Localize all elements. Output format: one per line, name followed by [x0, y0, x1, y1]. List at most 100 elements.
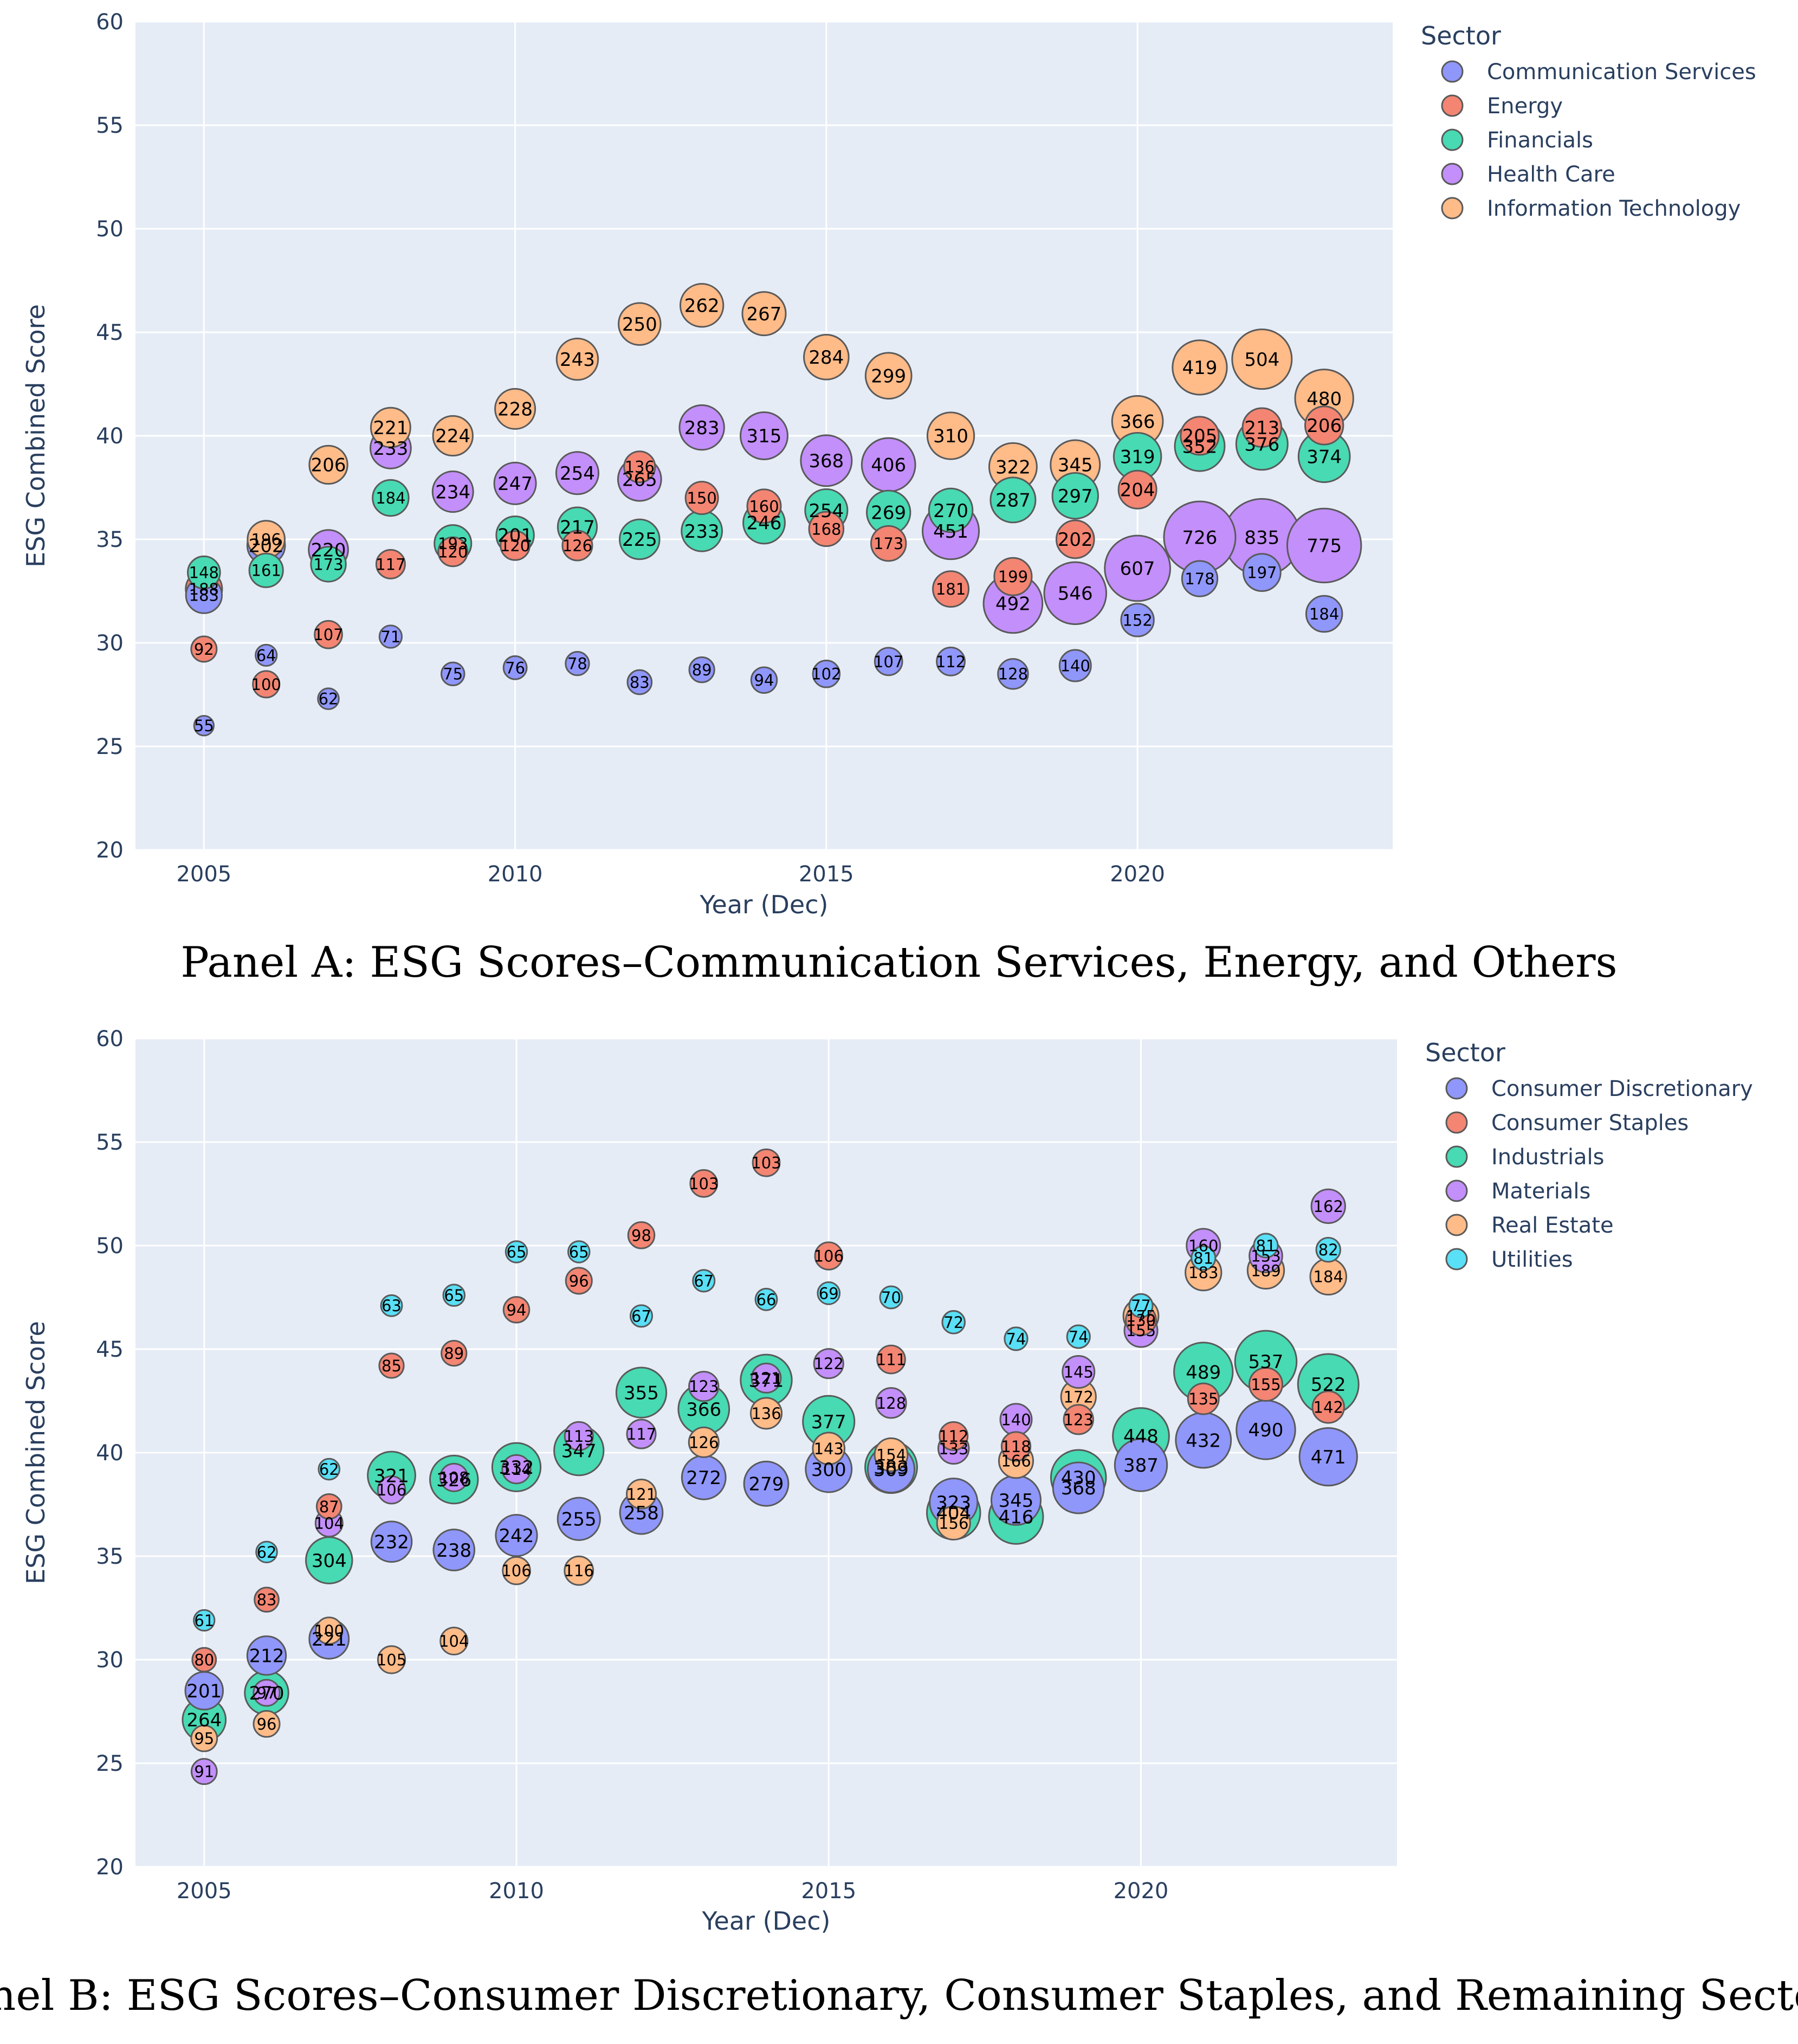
bubble-count-label: 160 [749, 497, 779, 515]
bubble-communication-services [255, 643, 278, 667]
bubble-count-label: 64 [256, 646, 276, 665]
bubble-count-label: 366 [686, 1399, 721, 1421]
y-tick-label: 60 [96, 1027, 124, 1052]
bubble-consumer-staples [1000, 1431, 1032, 1462]
bubble-count-label: 143 [814, 1440, 844, 1458]
bubble-count-label: 184 [1314, 1268, 1343, 1286]
bubble-count-label: 480 [1307, 388, 1342, 410]
bubble-count-label: 416 [999, 1507, 1034, 1529]
bubble-consumer-staples [752, 1148, 781, 1177]
bubble-count-label: 112 [939, 1427, 968, 1446]
bubble-information-technology [555, 337, 599, 381]
bubble-utilities [1191, 1245, 1217, 1271]
bubble-count-label: 121 [626, 1485, 656, 1504]
bubble-count-label: 126 [689, 1433, 719, 1452]
bubble-communication-services [1120, 603, 1155, 637]
bubble-count-label: 221 [373, 417, 408, 439]
bubble-energy [1117, 469, 1157, 510]
bubble-count-label: 140 [1001, 1410, 1031, 1429]
bubble-information-technology [432, 415, 474, 457]
bubble-count-label: 106 [814, 1247, 844, 1266]
bubble-count-label: 377 [811, 1411, 846, 1433]
bubble-count-label: 546 [1058, 583, 1093, 605]
y-tick-label: 35 [96, 1544, 124, 1569]
bubble-financials [1051, 472, 1099, 520]
legend-label-utilities: Utilities [1491, 1247, 1573, 1272]
bubble-count-label: 74 [1069, 1328, 1089, 1346]
bubble-real-estate [564, 1555, 594, 1586]
bubble-information-technology [1231, 328, 1293, 390]
bubble-energy [252, 670, 281, 699]
bubble-count-label: 150 [687, 489, 716, 507]
bubble-count-label: 193 [438, 534, 468, 553]
bubble-count-label: 287 [995, 490, 1031, 512]
legend-label-real-estate: Real Estate [1491, 1213, 1614, 1238]
bubble-count-label: 95 [194, 1730, 214, 1748]
bubble-count-label: 300 [811, 1459, 846, 1481]
bubble-materials [439, 1462, 469, 1492]
bubble-count-label: 173 [313, 555, 343, 573]
bubble-count-label: 96 [569, 1272, 589, 1290]
legend-label-communication-services: Communication Services [1487, 60, 1756, 85]
bubble-count-label: 135 [1188, 1390, 1218, 1408]
legend-marker-financials [1441, 128, 1464, 151]
bubble-materials [564, 1421, 594, 1451]
bubble-count-label: 607 [1120, 558, 1155, 580]
bubble-count-label: 332 [499, 1457, 534, 1479]
bubble-communication-services [936, 646, 966, 676]
bubble-count-label: 123 [689, 1377, 719, 1396]
legend-label-health-care: Health Care [1487, 162, 1615, 187]
bubble-count-label: 96 [257, 1715, 277, 1733]
bubble-energy [375, 549, 406, 579]
bubble-count-label: 72 [943, 1313, 963, 1332]
bubble-count-label: 490 [1249, 1420, 1284, 1441]
bubble-consumer-staples [627, 1221, 656, 1249]
bubble-count-label: 63 [381, 1297, 402, 1315]
bubble-count-label: 85 [381, 1357, 402, 1375]
bubble-count-label: 67 [631, 1307, 651, 1325]
bubble-count-label: 537 [1249, 1351, 1284, 1373]
bubble-count-label: 145 [1064, 1363, 1094, 1381]
legend-marker-communication-services [1441, 60, 1464, 83]
bubble-count-label: 220 [311, 539, 346, 561]
bubble-count-label: 168 [811, 520, 841, 538]
legend-marker-energy [1441, 94, 1464, 117]
bubble-count-label: 76 [505, 659, 525, 677]
bubble-count-label: 432 [1186, 1430, 1221, 1452]
bubble-utilities [1004, 1326, 1029, 1351]
bubbles: 835 775 726 607 546 504 492 480 451 419 406 376 374 3… [185, 283, 1362, 737]
bubble-consumer-staples [315, 1493, 342, 1520]
bubble-count-label: 419 [1182, 357, 1218, 379]
bubble-consumer-staples [1063, 1404, 1094, 1435]
bubble-energy [500, 530, 531, 561]
bubble-consumer-discretionary [495, 1514, 538, 1557]
bubble-financials [928, 487, 974, 533]
bubble-count-label: 62 [257, 1543, 277, 1562]
bubble-count-label: 98 [631, 1226, 651, 1245]
bubble-count-label: 111 [876, 1351, 906, 1369]
legend-label-financials: Financials [1487, 128, 1593, 153]
y-tick-label: 60 [96, 10, 124, 35]
bubble-count-label: 166 [1001, 1452, 1031, 1471]
bubble-count-label: 265 [622, 469, 657, 491]
bubble-count-label: 284 [809, 347, 844, 369]
bubble-count-label: 206 [1307, 415, 1342, 437]
legend-title: Sector [1425, 1038, 1505, 1067]
bubble-count-label: 107 [313, 626, 343, 644]
bubble-count-label: 451 [933, 521, 968, 543]
bubble-consumer-staples [1248, 1366, 1283, 1402]
legend-label-consumer-staples: Consumer Staples [1491, 1111, 1689, 1136]
bubble-utilities [318, 1458, 341, 1481]
y-tick-label: 40 [96, 1441, 124, 1466]
panel-caption: Panel B: ESG Scores–Consumer Discretiona… [0, 1971, 1798, 2020]
bubble-materials [751, 1363, 782, 1394]
bubble-count-label: 201 [497, 525, 533, 547]
bubble-utilities [1128, 1293, 1154, 1318]
legend-marker-utilities [1445, 1248, 1468, 1271]
bubble-health-care [555, 451, 599, 495]
y-axis-title: ESG Combined Score [21, 1321, 50, 1584]
bubble-count-label: 184 [1309, 605, 1339, 623]
bubble-count-label: 726 [1182, 527, 1218, 549]
bubble-count-label: 67 [694, 1272, 714, 1290]
bubble-count-label: 153 [1251, 1247, 1280, 1266]
